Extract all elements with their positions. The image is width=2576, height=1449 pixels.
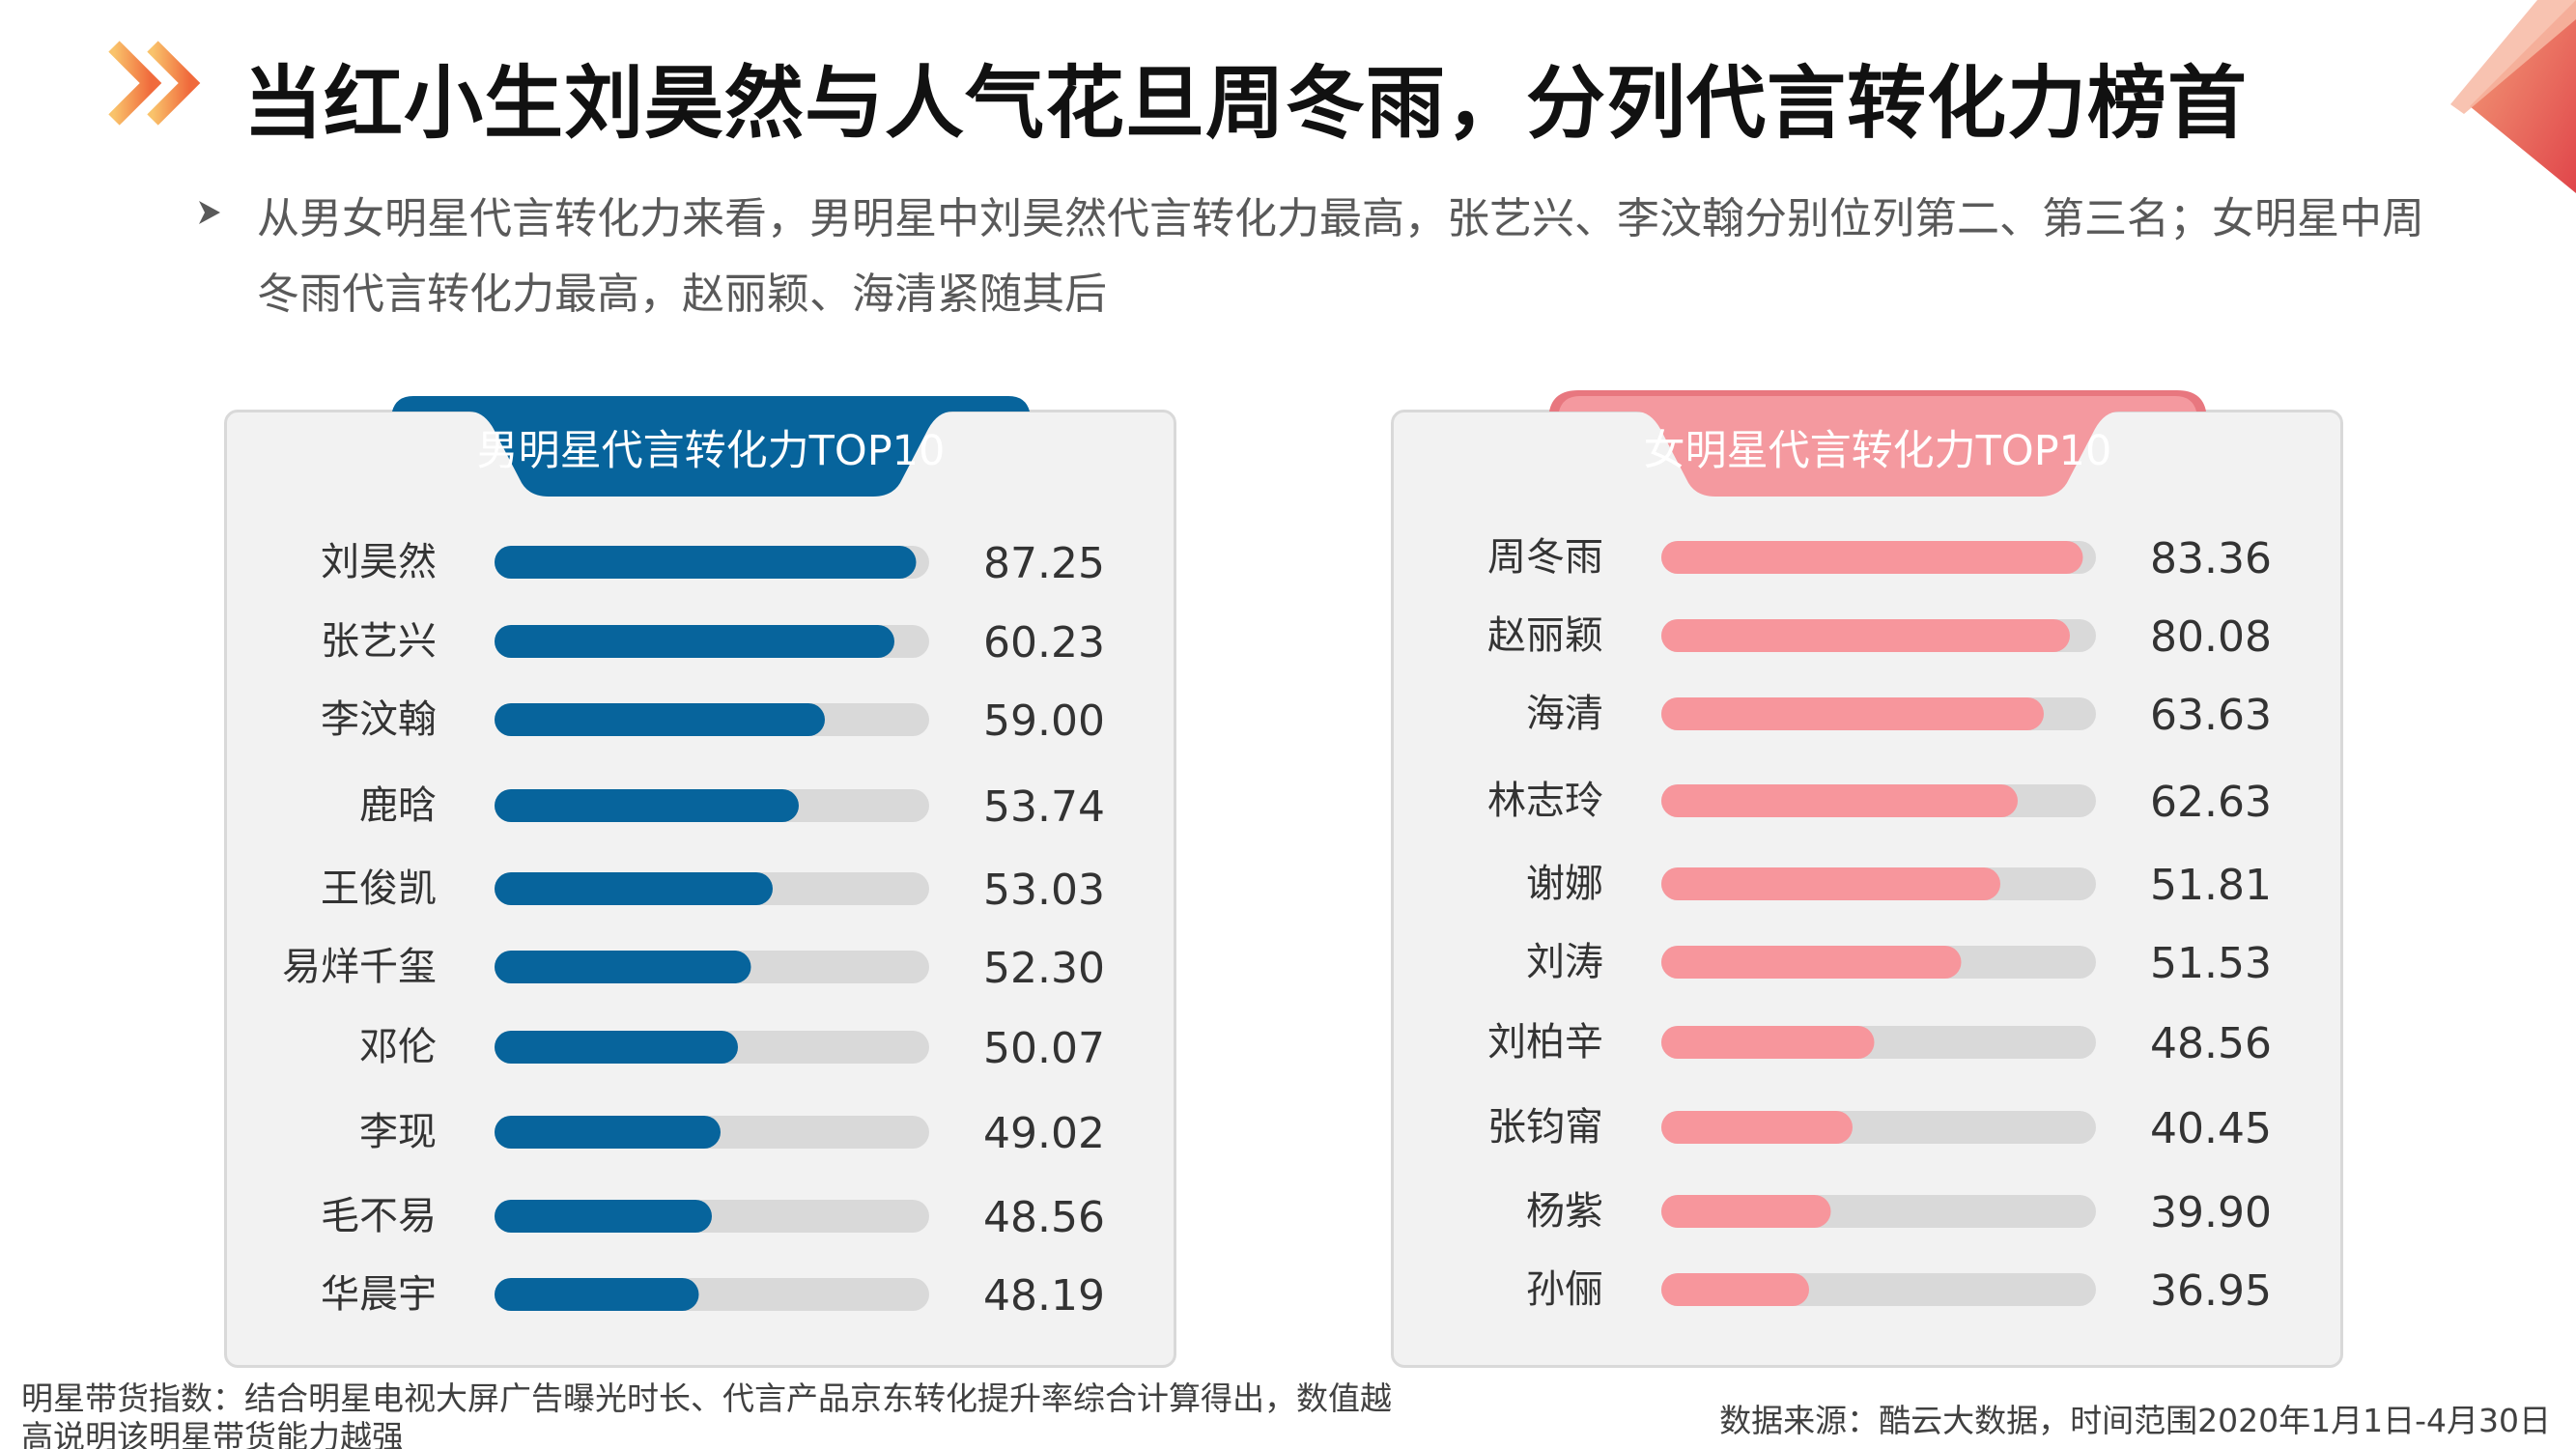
female-bar	[1661, 867, 2000, 900]
female-bar-value: 63.63	[2150, 691, 2272, 740]
male-bar-value: 49.02	[983, 1109, 1105, 1158]
female-bar-label: 孙俪	[1526, 1267, 1603, 1312]
female-chart-ribbon	[1549, 390, 2206, 497]
female-bar-label: 刘柏辛	[1487, 1020, 1603, 1065]
male-bar	[495, 703, 825, 736]
data-source: 数据来源：酷云大数据，时间范围2020年1月1日-4月30日	[1719, 1402, 2551, 1439]
male-bar	[495, 1200, 712, 1233]
female-bar	[1661, 541, 2083, 574]
female-bar-value: 36.95	[2150, 1266, 2272, 1316]
female-bar	[1661, 784, 2018, 817]
male-bar	[495, 872, 773, 905]
male-bar	[495, 546, 917, 579]
male-bar-label: 华晨宇	[321, 1272, 437, 1317]
female-bar	[1661, 619, 2070, 652]
male-bar-label: 毛不易	[321, 1194, 437, 1238]
female-bar-label: 赵丽颖	[1487, 613, 1603, 658]
female-bar	[1661, 1273, 1809, 1306]
male-bar	[495, 951, 751, 983]
male-bar-value: 53.03	[983, 866, 1105, 915]
footnote: 明星带货指数：结合明星电视大屏广告曝光时长、代言产品京东转化提升率综合计算得出，…	[21, 1379, 1392, 1449]
female-bar	[1661, 1195, 1831, 1228]
female-bar-label: 张钧甯	[1487, 1105, 1603, 1150]
male-bar-label: 邓伦	[359, 1025, 437, 1069]
male-bar-label: 易烊千玺	[282, 945, 437, 989]
male-bar-label: 鹿晗	[359, 783, 437, 828]
page-title: 当红小生刘昊然与人气花旦周冬雨，分列代言转化力榜首	[243, 58, 2249, 150]
male-bar-value: 48.19	[983, 1271, 1105, 1321]
female-bar-value: 62.63	[2150, 778, 2272, 827]
male-bar	[495, 1031, 738, 1064]
female-bar	[1661, 1111, 1853, 1144]
female-bar-value: 51.81	[2150, 861, 2272, 910]
bullet-arrow-icon	[199, 201, 220, 224]
male-bar-value: 60.23	[983, 618, 1105, 668]
male-chart-ribbon	[392, 396, 1030, 497]
female-bar-label: 周冬雨	[1487, 535, 1603, 580]
female-bar-label: 杨紫	[1526, 1189, 1603, 1234]
male-bar	[495, 625, 894, 658]
female-bar	[1661, 1026, 1875, 1059]
male-bar-value: 59.00	[983, 696, 1105, 746]
male-bar-value: 48.56	[983, 1193, 1105, 1242]
male-bar-value: 52.30	[983, 944, 1105, 993]
female-bar-label: 林志玲	[1487, 779, 1603, 823]
female-bar-label: 谢娜	[1526, 862, 1603, 906]
male-bar	[495, 789, 799, 822]
female-bar-label: 刘涛	[1526, 940, 1603, 984]
female-bar-label: 海清	[1526, 692, 1603, 736]
male-bar-label: 李汶翰	[321, 697, 437, 742]
female-bar-value: 51.53	[2150, 939, 2272, 988]
male-chart-title: 男明星代言转化力TOP10	[476, 427, 946, 475]
double-chevron-icon	[108, 41, 201, 126]
female-bar-value: 48.56	[2150, 1019, 2272, 1068]
summary-text: 从男女明星代言转化力来看，男明星中刘昊然代言转化力最高，张艺兴、李汶翰分别位列第…	[257, 194, 2424, 319]
female-bar	[1661, 946, 1962, 979]
female-bar	[1661, 697, 2044, 730]
male-bar-value: 53.74	[983, 782, 1105, 832]
female-bar-value: 80.08	[2150, 612, 2272, 662]
male-bar	[495, 1116, 721, 1149]
male-bar-value: 50.07	[983, 1024, 1105, 1073]
male-bar-label: 刘昊然	[321, 540, 437, 584]
male-bar-value: 87.25	[983, 539, 1105, 588]
female-chart-title: 女明星代言转化力TOP10	[1643, 427, 2112, 475]
corner-decoration	[2450, 0, 2576, 193]
female-bar-value: 83.36	[2150, 534, 2272, 583]
female-bar-value: 39.90	[2150, 1188, 2272, 1237]
female-bar-value: 40.45	[2150, 1104, 2272, 1153]
male-bar	[495, 1278, 699, 1311]
male-bar-label: 李现	[359, 1110, 437, 1154]
male-bar-label: 王俊凯	[321, 867, 437, 911]
male-bar-label: 张艺兴	[321, 619, 437, 664]
